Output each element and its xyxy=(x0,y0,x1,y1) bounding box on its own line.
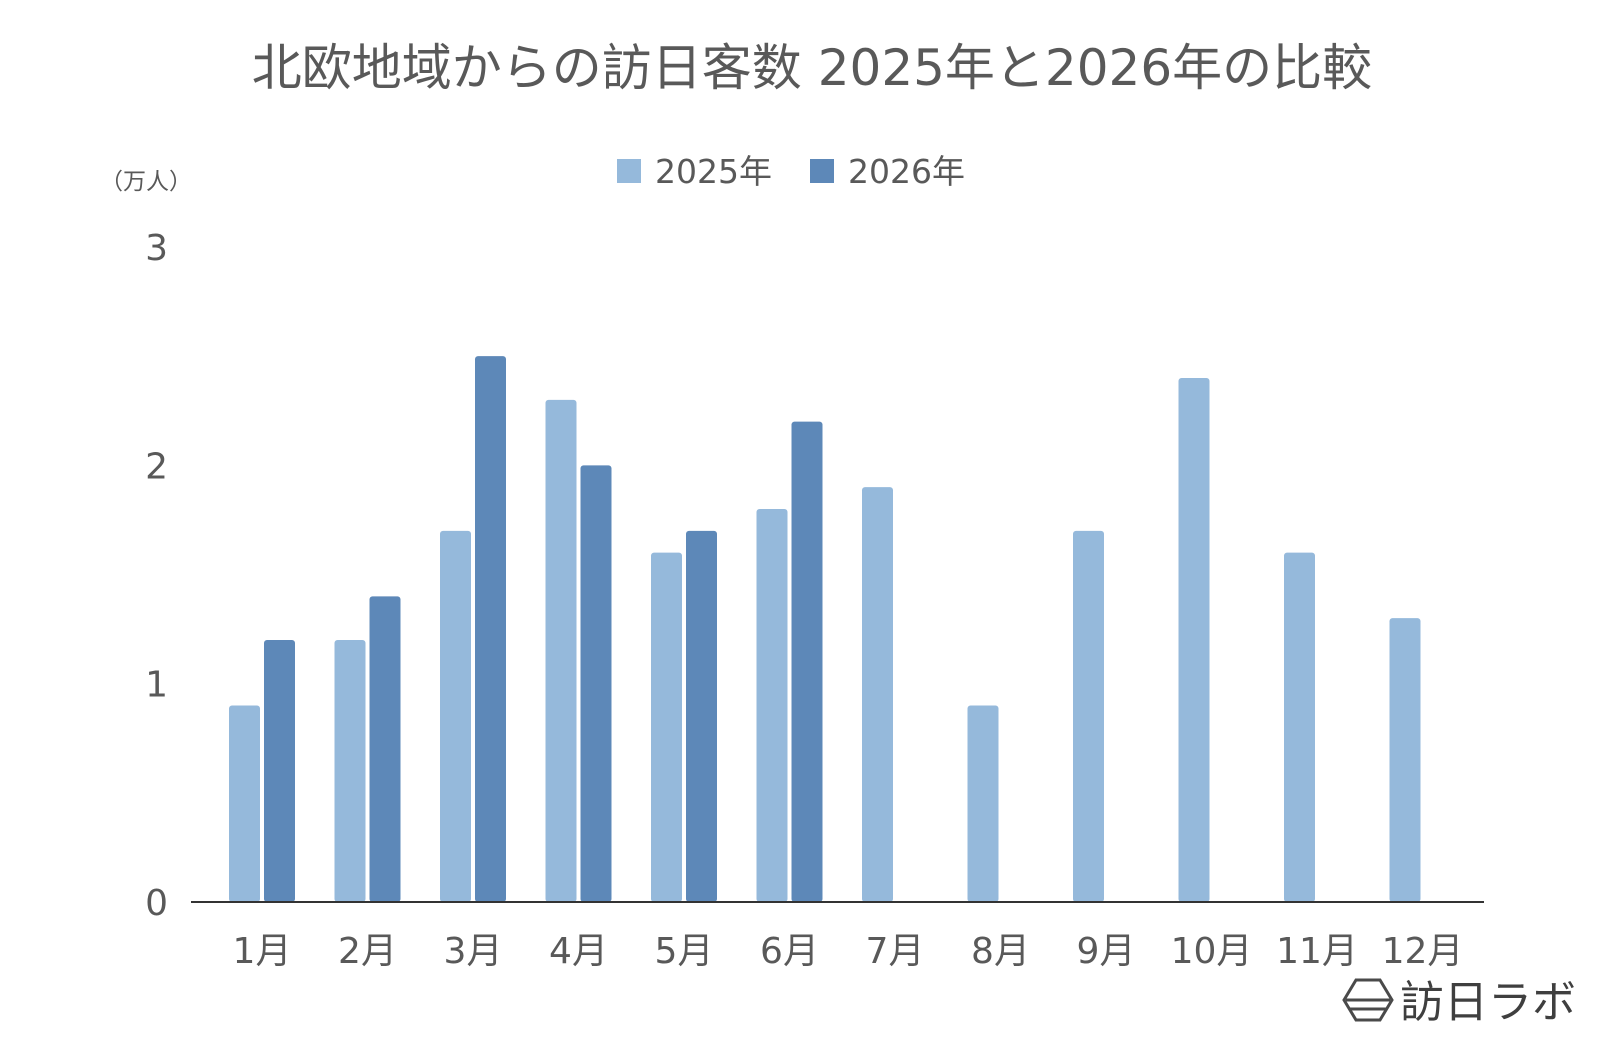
bar-12月-2025年 xyxy=(1389,618,1421,902)
x-tick-label: 12月 xyxy=(1382,931,1464,972)
x-tick-label: 8月 xyxy=(971,931,1030,972)
x-tick-label: 6月 xyxy=(760,931,819,972)
bar-6月-2025年 xyxy=(756,509,788,902)
x-axis-ticks: 1月 2月 3月 4月 5月 6月 7月 8月 9月 10月 11月 12月 xyxy=(233,931,1464,972)
bar-9月-2025年 xyxy=(1073,530,1104,902)
legend-label-0: 2025年 xyxy=(655,152,772,191)
bar-11月-2025年 xyxy=(1284,552,1315,902)
legend-label-1: 2026年 xyxy=(848,152,965,191)
bar-5月-2026年 xyxy=(686,530,717,902)
x-tick-label: 11月 xyxy=(1276,931,1358,972)
x-tick-label: 5月 xyxy=(655,931,714,972)
brand-logo: 訪日ラボ xyxy=(1342,977,1576,1028)
bar-4月-2026年 xyxy=(580,465,612,902)
y-tick-label: 0 xyxy=(145,883,168,924)
x-tick-label: 7月 xyxy=(866,931,925,972)
y-axis-label: （万人） xyxy=(100,169,192,195)
x-tick-label: 2月 xyxy=(338,931,397,972)
y-tick-label: 2 xyxy=(145,446,168,487)
bar-5月-2025年 xyxy=(651,552,682,902)
legend: 2025年 2026年 xyxy=(617,152,965,191)
chart-title: 北欧地域からの訪日客数 2025年と2026年の比較 xyxy=(252,39,1372,97)
bar-7月-2025年 xyxy=(862,487,893,902)
bar-1月-2026年 xyxy=(264,640,295,902)
x-tick-label: 10月 xyxy=(1171,931,1253,972)
bar-2月-2025年 xyxy=(334,640,366,902)
legend-item-1: 2026年 xyxy=(810,152,965,191)
bar-6月-2026年 xyxy=(791,421,823,902)
bar-2月-2026年 xyxy=(369,596,401,902)
bar-8月-2025年 xyxy=(967,705,999,902)
x-tick-label: 4月 xyxy=(549,931,608,972)
legend-item-0: 2025年 xyxy=(617,152,772,191)
legend-swatch-0 xyxy=(617,159,641,183)
y-tick-label: 1 xyxy=(145,665,168,706)
x-tick-label: 9月 xyxy=(1077,931,1136,972)
hexagon-logo-icon xyxy=(1342,978,1394,1022)
bar-3月-2026年 xyxy=(475,356,506,903)
bar-4月-2025年 xyxy=(545,399,577,902)
y-tick-label: 3 xyxy=(145,228,168,269)
y-axis-ticks: 0 1 2 3 xyxy=(145,228,168,924)
x-tick-label: 3月 xyxy=(444,931,503,972)
legend-swatch-1 xyxy=(810,159,834,183)
bars xyxy=(229,356,1421,903)
bar-3月-2025年 xyxy=(440,530,471,902)
bar-1月-2025年 xyxy=(229,705,260,902)
brand-name: 訪日ラボ xyxy=(1400,977,1576,1028)
bar-10月-2025年 xyxy=(1178,378,1210,902)
x-tick-label: 1月 xyxy=(233,931,292,972)
